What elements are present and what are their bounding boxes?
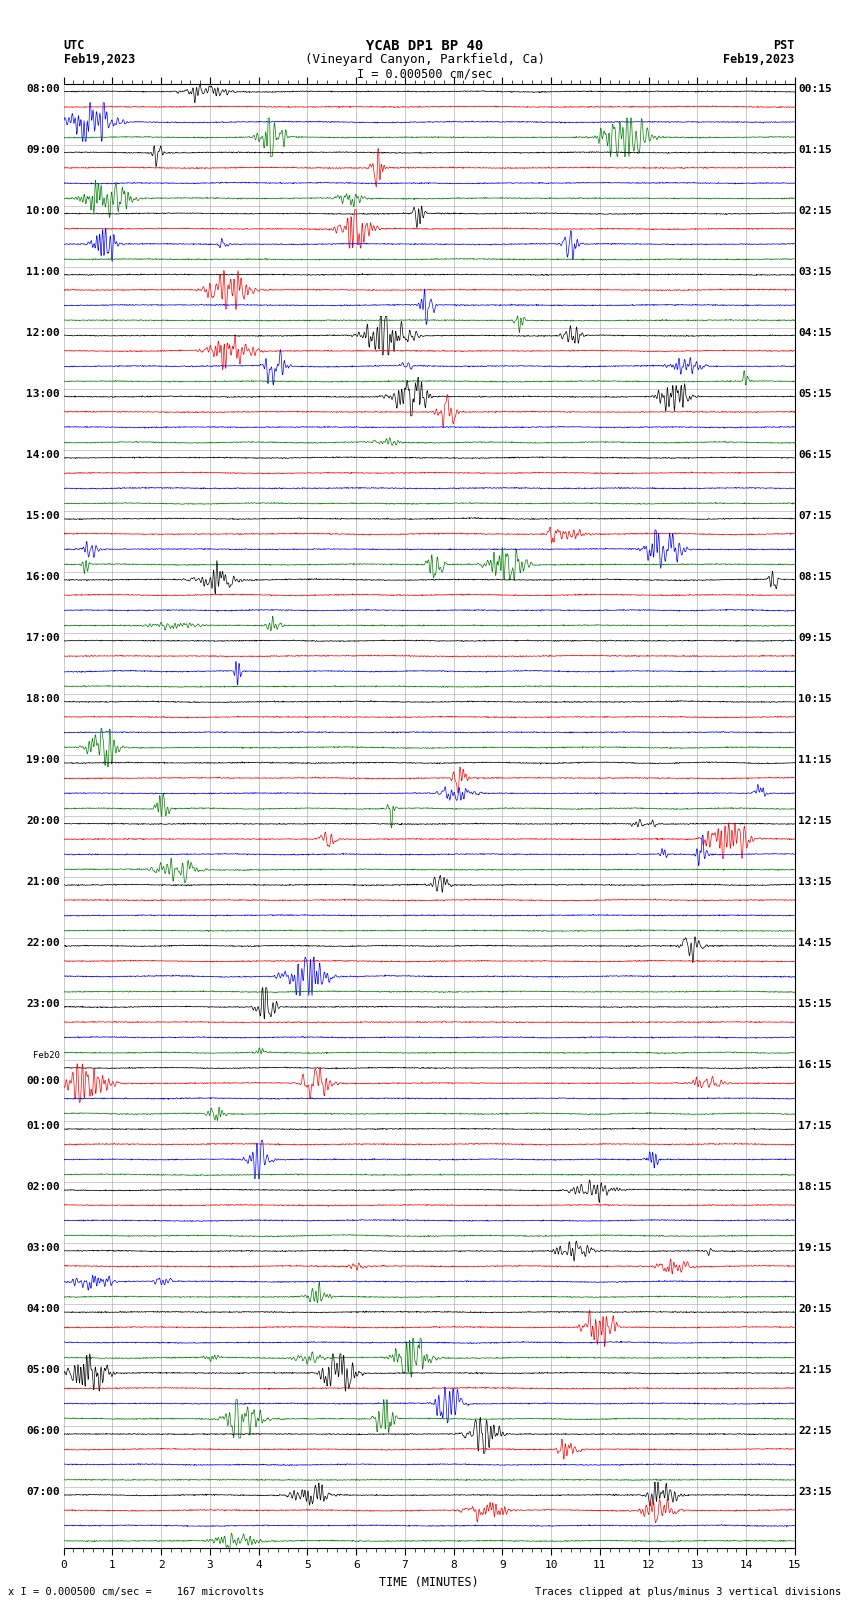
Text: 16:15: 16:15 [798,1060,832,1071]
Text: 00:00: 00:00 [26,1076,60,1086]
Text: 19:00: 19:00 [26,755,60,765]
Text: YCAB DP1 BP 40: YCAB DP1 BP 40 [366,39,484,53]
Text: Feb19,2023: Feb19,2023 [723,53,795,66]
Text: 14:00: 14:00 [26,450,60,460]
Text: 10:15: 10:15 [798,694,832,705]
Text: 12:00: 12:00 [26,327,60,339]
Text: 00:15: 00:15 [798,84,832,94]
Text: 03:15: 03:15 [798,266,832,277]
Text: 18:00: 18:00 [26,694,60,705]
Text: 01:00: 01:00 [26,1121,60,1131]
Text: 13:15: 13:15 [798,877,832,887]
Text: Feb19,2023: Feb19,2023 [64,53,135,66]
Text: 23:15: 23:15 [798,1487,832,1497]
Text: 21:15: 21:15 [798,1365,832,1376]
Text: 16:00: 16:00 [26,573,60,582]
Text: (Vineyard Canyon, Parkfield, Ca): (Vineyard Canyon, Parkfield, Ca) [305,53,545,66]
Text: 06:15: 06:15 [798,450,832,460]
Text: Feb20: Feb20 [33,1052,60,1060]
Text: 20:15: 20:15 [798,1305,832,1315]
Text: 20:00: 20:00 [26,816,60,826]
Text: x I = 0.000500 cm/sec =    167 microvolts: x I = 0.000500 cm/sec = 167 microvolts [8,1587,264,1597]
Text: 22:15: 22:15 [798,1426,832,1437]
Text: Traces clipped at plus/minus 3 vertical divisions: Traces clipped at plus/minus 3 vertical … [536,1587,842,1597]
Text: 08:00: 08:00 [26,84,60,94]
Text: 23:00: 23:00 [26,1000,60,1010]
Text: 02:00: 02:00 [26,1182,60,1192]
Text: 03:00: 03:00 [26,1244,60,1253]
Text: 10:00: 10:00 [26,206,60,216]
Text: 07:15: 07:15 [798,511,832,521]
Text: 12:15: 12:15 [798,816,832,826]
Text: 18:15: 18:15 [798,1182,832,1192]
Text: 05:00: 05:00 [26,1365,60,1376]
Text: 05:15: 05:15 [798,389,832,398]
Text: 11:00: 11:00 [26,266,60,277]
Text: 01:15: 01:15 [798,145,832,155]
Text: 09:15: 09:15 [798,632,832,644]
Text: 09:00: 09:00 [26,145,60,155]
Text: 21:00: 21:00 [26,877,60,887]
Text: 08:15: 08:15 [798,573,832,582]
Text: PST: PST [774,39,795,52]
X-axis label: TIME (MINUTES): TIME (MINUTES) [379,1576,479,1589]
Text: 06:00: 06:00 [26,1426,60,1437]
Text: 19:15: 19:15 [798,1244,832,1253]
Text: 17:15: 17:15 [798,1121,832,1131]
Text: UTC: UTC [64,39,85,52]
Text: 07:00: 07:00 [26,1487,60,1497]
Text: 13:00: 13:00 [26,389,60,398]
Text: 22:00: 22:00 [26,939,60,948]
Text: 15:00: 15:00 [26,511,60,521]
Text: 04:00: 04:00 [26,1305,60,1315]
Text: 14:15: 14:15 [798,939,832,948]
Text: 02:15: 02:15 [798,206,832,216]
Text: 04:15: 04:15 [798,327,832,339]
Text: 11:15: 11:15 [798,755,832,765]
Text: 17:00: 17:00 [26,632,60,644]
Text: I = 0.000500 cm/sec: I = 0.000500 cm/sec [357,68,493,81]
Text: 15:15: 15:15 [798,1000,832,1010]
